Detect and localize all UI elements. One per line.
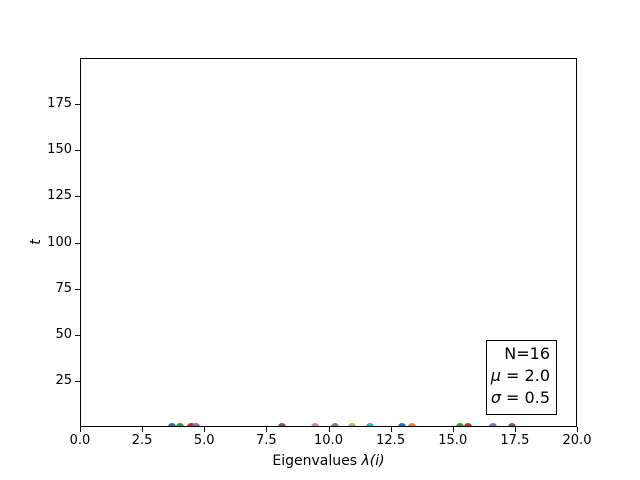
scatter-point xyxy=(408,423,417,427)
y-tick-label: 175 xyxy=(47,96,72,112)
x-axis-label-text: Eigenvalues xyxy=(272,453,362,469)
annotation-line: μ = 2.0 xyxy=(490,366,550,385)
y-tick-label: 150 xyxy=(47,142,72,158)
scatter-point xyxy=(463,423,472,427)
x-tick-mark xyxy=(390,427,392,432)
x-tick-label: 7.5 xyxy=(256,433,277,448)
x-tick-mark xyxy=(452,427,454,432)
scatter-point xyxy=(456,423,465,427)
y-tick-label: 25 xyxy=(55,372,72,388)
x-axis-label-math: λ(i) xyxy=(361,453,385,469)
x-tick-mark xyxy=(266,427,268,432)
x-tick-mark xyxy=(80,427,81,432)
x-tick-mark xyxy=(142,427,144,432)
x-tick-label: 5.0 xyxy=(193,433,215,448)
annotation-line: N=16 xyxy=(504,344,550,363)
y-tick-label: 100 xyxy=(47,234,72,250)
scatter-point xyxy=(331,423,340,427)
x-tick-label: 2.5 xyxy=(131,433,153,448)
scatter-point xyxy=(176,423,185,427)
x-tick-label: 15.0 xyxy=(438,433,468,448)
annotation-math-symbol: μ xyxy=(490,366,501,385)
scatter-point xyxy=(348,423,357,427)
x-axis-label: Eigenvalues λ(i) xyxy=(80,453,577,470)
x-tick-label: 17.5 xyxy=(500,433,530,448)
y-tick-label: 125 xyxy=(47,188,72,204)
y-tick-mark xyxy=(75,150,80,152)
x-tick-mark xyxy=(328,427,330,432)
scatter-point xyxy=(168,423,177,427)
y-tick-mark xyxy=(75,104,80,106)
x-tick-mark xyxy=(514,427,516,432)
scatter-point xyxy=(186,423,195,427)
x-tick-label: 20.0 xyxy=(562,433,592,448)
y-tick-mark xyxy=(75,242,80,244)
scatter-point xyxy=(277,423,286,427)
x-tick-label: 0.0 xyxy=(69,433,91,448)
y-tick-mark xyxy=(75,334,80,336)
scatter-point xyxy=(489,423,497,427)
x-tick-mark xyxy=(577,427,578,432)
scatter-point xyxy=(191,423,200,427)
y-tick-mark xyxy=(75,380,80,382)
scatter-point xyxy=(507,423,516,427)
scatter-point xyxy=(311,423,320,427)
scatter-point xyxy=(366,423,375,427)
annotation-math-symbol: σ xyxy=(490,388,501,407)
annotation-line: σ = 0.5 xyxy=(490,388,550,407)
parameter-annotation-box: N=16 μ = 2.0 σ = 0.5 xyxy=(486,340,557,415)
x-tick-label: 10.0 xyxy=(314,433,343,448)
scatter-point xyxy=(398,423,407,427)
y-tick-mark xyxy=(75,288,80,290)
y-tick-label: 50 xyxy=(55,326,72,342)
y-tick-mark xyxy=(75,196,80,198)
x-tick-label: 12.5 xyxy=(376,433,406,448)
x-tick-mark xyxy=(204,427,206,432)
y-tick-label: 75 xyxy=(55,280,72,296)
